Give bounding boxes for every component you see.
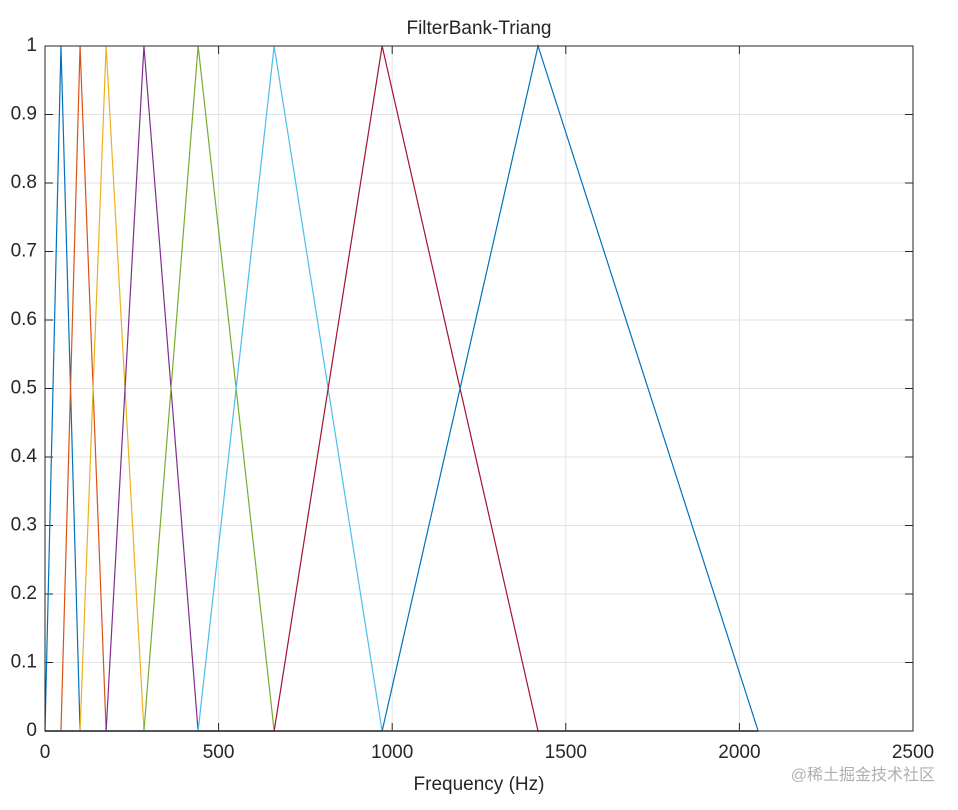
x-tick-label: 1500: [545, 742, 587, 763]
y-tick-label: 1: [26, 35, 37, 56]
y-tick-label: 0.1: [11, 652, 37, 673]
x-tick-label: 0: [40, 742, 51, 763]
y-tick-label: 0.9: [11, 104, 37, 125]
y-tick-label: 0.2: [11, 583, 37, 604]
x-tick-label: 1000: [371, 742, 413, 763]
x-tick-label: 500: [203, 742, 235, 763]
y-tick-label: 0.8: [11, 172, 37, 193]
watermark: @稀土掘金技术社区: [791, 766, 935, 784]
y-tick-label: 0.4: [11, 446, 38, 467]
y-tick-label: 0.6: [11, 309, 37, 330]
y-tick-label: 0.7: [11, 241, 37, 262]
y-tick-label: 0: [26, 720, 37, 741]
y-tick-label: 0.3: [11, 515, 37, 536]
x-tick-label: 2500: [892, 742, 934, 763]
y-tick-label: 0.5: [11, 378, 37, 399]
chart-title: FilterBank-Triang: [406, 18, 551, 39]
x-tick-label: 2000: [718, 742, 760, 763]
axes-box: [44, 45, 914, 732]
x-axis-label: Frequency (Hz): [414, 774, 545, 795]
